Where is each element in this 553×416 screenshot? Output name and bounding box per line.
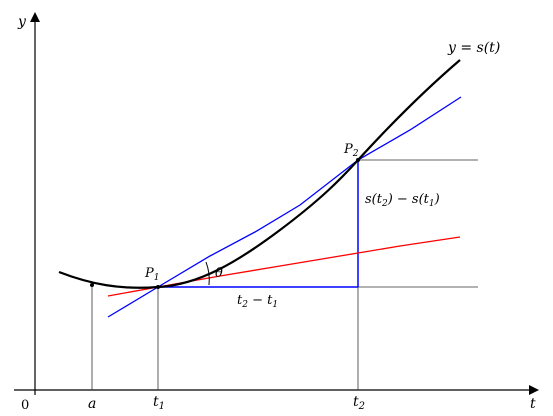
point-p1 (156, 285, 160, 289)
label-p2: P2 (343, 142, 359, 159)
point-p2 (356, 158, 360, 162)
theta-arc (205, 261, 210, 286)
tick-a: a (88, 396, 96, 412)
curve-label: y = s(t) (447, 40, 500, 56)
t-axis-label: t (530, 396, 536, 412)
delta-t-label: t2 − t1 (237, 293, 278, 310)
delta-s-label: s(t2) − s(t1) (365, 192, 440, 209)
theta-label: θ (215, 266, 223, 281)
label-p1: P1 (144, 266, 159, 283)
point-a (90, 283, 94, 287)
origin-label: 0 (21, 398, 29, 413)
y-axis-label: y (17, 14, 27, 30)
tick-t2: t2 (353, 394, 365, 412)
tick-t1: t1 (153, 394, 165, 412)
curve-s (58, 59, 461, 289)
secant-line (107, 96, 462, 318)
